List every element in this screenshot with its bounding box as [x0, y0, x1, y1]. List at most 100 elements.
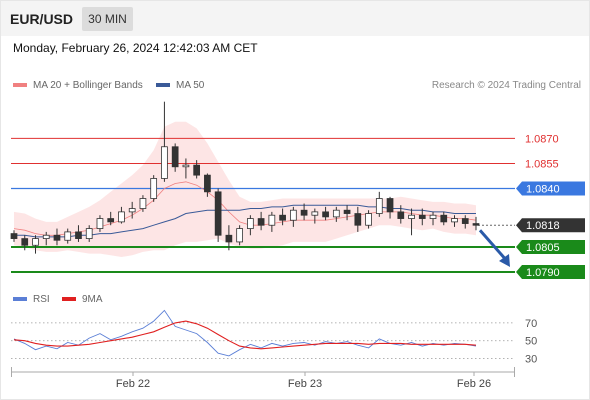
candle [300, 203, 308, 221]
candle-body [365, 213, 372, 226]
candle-body [289, 209, 297, 221]
candle [247, 215, 254, 236]
candle-body [53, 234, 61, 241]
top-bar: EUR/USD 30 MIN [0, 0, 590, 36]
candle-body [150, 178, 158, 199]
candle [236, 225, 243, 246]
rsi-legend: RSI [13, 294, 50, 305]
candle [53, 228, 61, 246]
candle-body [386, 198, 394, 213]
candle [204, 173, 211, 197]
candle-body [257, 218, 265, 226]
ma9-legend-label: 9MA [82, 294, 103, 305]
candle-body [10, 233, 18, 239]
ma50-swatch [156, 83, 170, 88]
x-tick-label-0: Feb 22 [116, 378, 150, 390]
candle [451, 215, 458, 227]
support-tag-1 [516, 264, 585, 279]
candle-body [161, 146, 168, 179]
candle-body [408, 214, 415, 219]
candle-body [375, 198, 383, 214]
ma50-legend: MA 50 [156, 80, 204, 91]
forecast-arrow-shaft [478, 229, 509, 262]
candle-body [214, 191, 222, 236]
candle-body [42, 234, 50, 239]
candle-body [107, 218, 115, 223]
forecast-arrow-head [499, 253, 510, 267]
rsi-legend-label: RSI [33, 294, 50, 305]
candle [42, 231, 50, 246]
candle [365, 210, 372, 229]
candle [139, 195, 147, 212]
candle-body [397, 211, 405, 219]
candle [386, 196, 394, 219]
candle [214, 188, 222, 242]
candle [118, 206, 125, 224]
candle [332, 206, 340, 222]
candle [182, 158, 190, 179]
candle [85, 225, 93, 242]
candle-body [268, 214, 276, 226]
candle-body [418, 214, 426, 219]
candle-body [354, 213, 362, 226]
candle [397, 205, 405, 224]
candle-body [236, 228, 243, 243]
candle-body [343, 209, 351, 214]
candle [279, 208, 286, 226]
ma50-legend-label: MA 50 [176, 80, 205, 91]
candle [268, 211, 276, 232]
candle [150, 175, 158, 202]
candle [408, 208, 415, 236]
candle-body [472, 223, 480, 226]
candle [193, 160, 201, 179]
candle [128, 201, 136, 219]
x-tick-label-1: Feb 23 [288, 378, 322, 390]
candle [289, 206, 297, 227]
candle-body [96, 218, 104, 229]
candle [472, 216, 480, 231]
candle-body [182, 164, 190, 168]
candle [311, 208, 319, 224]
candle [64, 228, 72, 244]
candle-body [300, 209, 308, 216]
candle [461, 215, 469, 229]
candle-body [85, 228, 93, 239]
support-label-0: 1.0805 [526, 242, 560, 254]
candle [343, 205, 351, 221]
datetime-label: Monday, February 26, 2024 12:42:03 AM CE… [13, 41, 258, 55]
candle [75, 225, 82, 242]
candle [171, 143, 179, 172]
candle-body [32, 238, 39, 246]
timeframe-button[interactable]: 30 MIN [82, 7, 133, 31]
symbol-label: EUR/USD [10, 11, 74, 27]
candle [107, 211, 115, 226]
rsi-swatch [13, 297, 27, 302]
candle-body [128, 208, 136, 213]
support-label-1: 1.0790 [526, 267, 560, 279]
current-price-tag [516, 218, 585, 233]
ma20-legend-label: MA 20 + Bollinger Bands [33, 80, 143, 91]
candle [96, 215, 104, 232]
candle-body [440, 214, 448, 223]
ma9-swatch [62, 297, 76, 302]
candle-body [451, 218, 458, 223]
candle [10, 230, 18, 242]
bollinger-band [14, 121, 476, 257]
candle-body [279, 214, 286, 221]
rsi-line [13, 309, 477, 357]
candle [375, 191, 383, 217]
candle-body [21, 238, 29, 246]
support-tag-0 [516, 239, 585, 254]
candle-body [139, 198, 147, 209]
candle-body [118, 211, 125, 223]
ma20-swatch [13, 83, 27, 88]
candle [354, 206, 362, 232]
candle-body [311, 211, 319, 216]
candle [418, 208, 426, 226]
candle [322, 206, 329, 221]
candle-body [171, 146, 179, 168]
resistance-label-1: 1.0855 [525, 158, 559, 170]
attribution: Research © 2024 Trading Central [431, 80, 581, 91]
ma20-legend: MA 20 + Bollinger Bands [13, 80, 143, 91]
candle-body [429, 214, 437, 219]
